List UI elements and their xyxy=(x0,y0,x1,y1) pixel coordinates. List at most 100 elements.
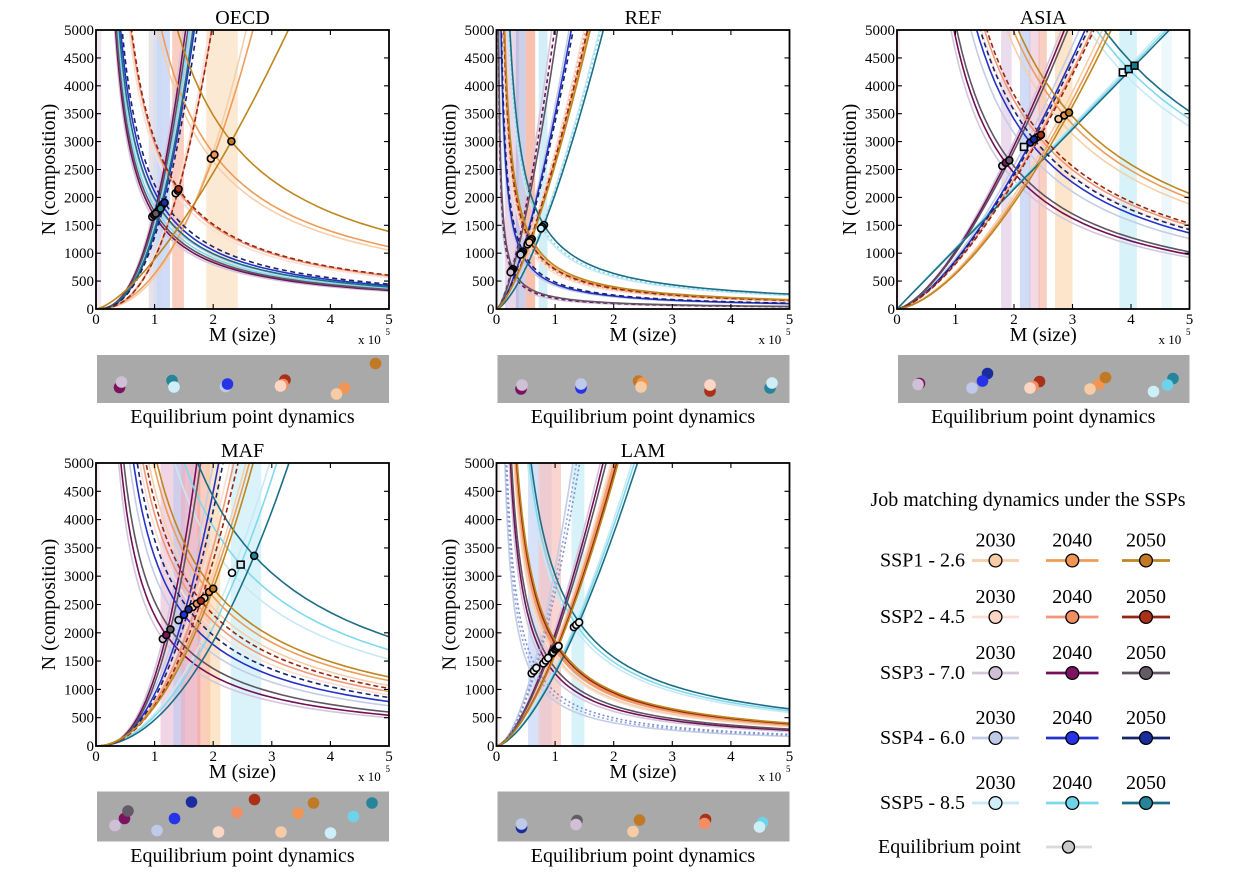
svg-text:3000: 3000 xyxy=(465,135,495,151)
svg-text:2500: 2500 xyxy=(64,598,94,614)
svg-text:1500: 1500 xyxy=(465,654,495,670)
svg-text:2040: 2040 xyxy=(1052,642,1092,664)
svg-text:4000: 4000 xyxy=(465,513,495,529)
svg-text:Equilibrium point dynamics: Equilibrium point dynamics xyxy=(931,406,1156,428)
svg-text:4500: 4500 xyxy=(64,51,94,67)
svg-text:0: 0 xyxy=(87,302,95,318)
svg-text:2040: 2040 xyxy=(1052,772,1092,794)
svg-text:5000: 5000 xyxy=(64,456,94,472)
svg-text:2040: 2040 xyxy=(1052,586,1092,608)
svg-text:0: 0 xyxy=(493,749,501,765)
svg-text:1000: 1000 xyxy=(465,682,495,698)
svg-text:500: 500 xyxy=(873,274,896,290)
svg-text:5: 5 xyxy=(1186,327,1191,337)
svg-text:OECD: OECD xyxy=(215,7,269,29)
svg-text:5000: 5000 xyxy=(465,23,495,39)
svg-text:5000: 5000 xyxy=(865,23,895,39)
svg-text:N (composition): N (composition) xyxy=(439,539,461,671)
svg-text:3500: 3500 xyxy=(865,107,895,123)
svg-text:N (composition): N (composition) xyxy=(38,104,60,236)
svg-text:4: 4 xyxy=(727,749,735,765)
svg-text:0: 0 xyxy=(92,312,100,328)
svg-text:2000: 2000 xyxy=(465,626,495,642)
svg-text:2050: 2050 xyxy=(1126,707,1166,729)
svg-text:SSP2 - 4.5: SSP2 - 4.5 xyxy=(880,606,965,628)
svg-text:2: 2 xyxy=(610,312,618,328)
svg-text:3500: 3500 xyxy=(465,107,495,123)
svg-text:5: 5 xyxy=(786,327,791,337)
svg-text:2050: 2050 xyxy=(1126,530,1166,552)
svg-text:M (size): M (size) xyxy=(1010,324,1077,346)
svg-text:1: 1 xyxy=(151,749,159,765)
svg-text:3000: 3000 xyxy=(465,569,495,585)
svg-text:4: 4 xyxy=(1127,312,1135,328)
svg-text:500: 500 xyxy=(472,711,495,727)
svg-text:Equilibrium point dynamics: Equilibrium point dynamics xyxy=(531,406,756,428)
svg-text:1000: 1000 xyxy=(64,246,94,262)
svg-text:3500: 3500 xyxy=(64,541,94,557)
svg-text:4500: 4500 xyxy=(465,51,495,67)
svg-text:2050: 2050 xyxy=(1126,772,1166,794)
svg-text:2000: 2000 xyxy=(64,190,94,206)
svg-text:1: 1 xyxy=(151,312,159,328)
svg-text:N (composition): N (composition) xyxy=(38,539,60,671)
svg-text:4000: 4000 xyxy=(64,79,94,95)
svg-text:1500: 1500 xyxy=(465,218,495,234)
svg-text:3500: 3500 xyxy=(465,541,495,557)
svg-text:1500: 1500 xyxy=(865,218,895,234)
svg-text:2500: 2500 xyxy=(64,163,94,179)
svg-text:N (composition): N (composition) xyxy=(839,104,861,236)
svg-text:1: 1 xyxy=(551,749,559,765)
svg-text:x 10: x 10 xyxy=(358,769,381,784)
svg-text:5: 5 xyxy=(786,764,791,774)
svg-text:0: 0 xyxy=(493,312,501,328)
svg-text:SSP4 - 6.0: SSP4 - 6.0 xyxy=(880,727,965,749)
svg-text:SSP5 - 8.5: SSP5 - 8.5 xyxy=(880,792,965,814)
svg-text:LAM: LAM xyxy=(621,440,666,462)
svg-text:N (composition): N (composition) xyxy=(439,104,461,236)
svg-text:3: 3 xyxy=(268,749,276,765)
svg-text:3000: 3000 xyxy=(64,135,94,151)
svg-text:Equilibrium point dynamics: Equilibrium point dynamics xyxy=(531,845,756,867)
svg-text:1500: 1500 xyxy=(64,654,94,670)
svg-text:Equilibrium point dynamics: Equilibrium point dynamics xyxy=(130,845,355,867)
svg-text:2: 2 xyxy=(209,749,217,765)
svg-text:MAF: MAF xyxy=(221,440,264,462)
svg-text:M (size): M (size) xyxy=(609,324,676,346)
svg-text:5: 5 xyxy=(385,312,393,328)
svg-text:5: 5 xyxy=(1186,312,1194,328)
svg-text:4000: 4000 xyxy=(64,513,94,529)
svg-text:2040: 2040 xyxy=(1052,530,1092,552)
svg-text:x 10: x 10 xyxy=(358,332,381,347)
svg-text:5000: 5000 xyxy=(64,23,94,39)
svg-text:M (size): M (size) xyxy=(609,761,676,783)
svg-text:0: 0 xyxy=(893,312,901,328)
svg-text:3: 3 xyxy=(669,749,677,765)
svg-text:4500: 4500 xyxy=(64,484,94,500)
svg-text:2: 2 xyxy=(209,312,217,328)
svg-text:x 10: x 10 xyxy=(759,332,782,347)
svg-text:SSP3 - 7.0: SSP3 - 7.0 xyxy=(880,662,965,684)
svg-text:3: 3 xyxy=(669,312,677,328)
svg-text:4000: 4000 xyxy=(865,79,895,95)
svg-text:2050: 2050 xyxy=(1126,586,1166,608)
svg-text:5: 5 xyxy=(786,312,794,328)
svg-text:3: 3 xyxy=(268,312,276,328)
svg-text:ASIA: ASIA xyxy=(1020,7,1067,29)
svg-text:5: 5 xyxy=(386,764,391,774)
svg-text:2030: 2030 xyxy=(976,642,1016,664)
svg-text:4500: 4500 xyxy=(865,51,895,67)
svg-text:Equilibrium point dynamics: Equilibrium point dynamics xyxy=(130,406,355,428)
svg-text:1000: 1000 xyxy=(865,246,895,262)
svg-text:4: 4 xyxy=(727,312,735,328)
svg-text:500: 500 xyxy=(472,274,495,290)
svg-text:0: 0 xyxy=(487,302,495,318)
svg-text:0: 0 xyxy=(87,739,95,755)
svg-text:1: 1 xyxy=(551,312,559,328)
svg-text:2030: 2030 xyxy=(976,707,1016,729)
svg-text:SSP1 - 2.6: SSP1 - 2.6 xyxy=(880,550,965,572)
svg-text:2500: 2500 xyxy=(465,598,495,614)
svg-text:3: 3 xyxy=(1069,312,1077,328)
svg-text:5000: 5000 xyxy=(465,456,495,472)
svg-text:x 10: x 10 xyxy=(759,769,782,784)
